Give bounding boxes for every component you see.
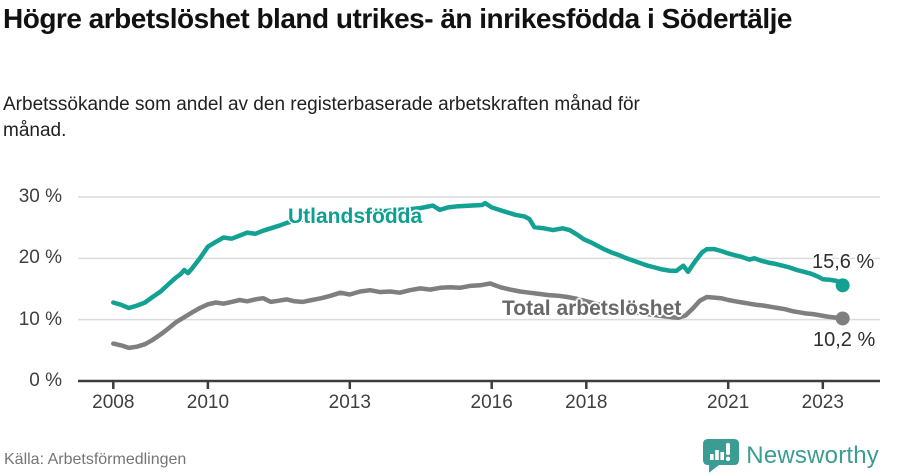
newsworthy-logo: Newsworthy	[702, 438, 879, 474]
x-tick-label: 2008	[92, 392, 135, 413]
x-tick-label: 2016	[470, 392, 513, 413]
end-value-label-total: 10,2 %	[813, 329, 876, 351]
y-tick-label: 10 %	[18, 308, 62, 330]
newsworthy-logo-text: Newsworthy	[746, 442, 879, 469]
end-value-label-utlandsfodda: 15,6 %	[812, 251, 875, 273]
x-tick-label: 2021	[707, 392, 750, 413]
series-end-dots	[835, 278, 850, 326]
x-tick-label: 2023	[801, 392, 844, 413]
source-note: Källa: Arbetsförmedlingen	[4, 451, 187, 468]
x-tick-label: 2018	[565, 392, 608, 413]
x-tick-label: 2013	[328, 392, 371, 413]
chart-title: Högre arbetslöshet bland utrikes- än inr…	[3, 3, 792, 34]
newsworthy-logo-icon	[703, 439, 740, 473]
y-tick-label: 30 %	[18, 186, 62, 207]
x-axis	[78, 379, 880, 389]
series-label-utlandsfodda: Utlandsfödda	[288, 205, 423, 228]
y-tick-label: 20 %	[18, 247, 62, 269]
x-tick-label: 2010	[186, 392, 230, 413]
series-lines	[111, 200, 845, 351]
series-line	[111, 281, 845, 351]
series-label-total: Total arbetslöshet	[502, 297, 682, 320]
series-line	[111, 200, 845, 311]
chart-subtitle: Arbetssökande som andel av den registerb…	[3, 94, 640, 141]
series-end-dot	[835, 278, 850, 293]
series-end-dot	[835, 311, 850, 326]
y-tick-label: 0 %	[29, 370, 62, 391]
